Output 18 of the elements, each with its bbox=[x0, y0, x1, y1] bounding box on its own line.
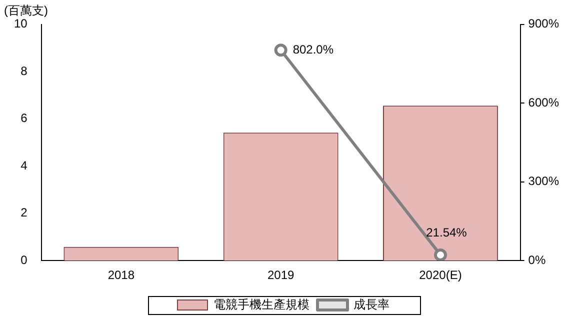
y2-tick-label: 300% bbox=[528, 174, 560, 188]
data-label: 21.54% bbox=[426, 225, 468, 240]
y-tick-label: 10 bbox=[14, 16, 28, 31]
y2-tick-label: 900% bbox=[528, 16, 560, 31]
y-tick-label: 6 bbox=[20, 111, 28, 126]
legend-label: 成長率 bbox=[354, 297, 390, 312]
x-tick-label: 2020(E) bbox=[419, 268, 462, 282]
y-tick-label: 4 bbox=[20, 158, 28, 172]
y2-tick-label: 600% bbox=[528, 95, 560, 110]
x-tick-label: 2018 bbox=[108, 268, 135, 282]
y-tick-label: 0 bbox=[20, 252, 28, 267]
y2-tick-label: 0% bbox=[528, 252, 546, 267]
y-axis-title: (百萬支) bbox=[4, 4, 48, 18]
y-tick-label: 8 bbox=[20, 64, 28, 78]
y-tick-label: 2 bbox=[20, 206, 28, 220]
x-tick-label: 2019 bbox=[267, 268, 294, 282]
legend-label: 電競手機生產規模 bbox=[214, 297, 310, 312]
data-label: 802.0% bbox=[292, 42, 334, 56]
